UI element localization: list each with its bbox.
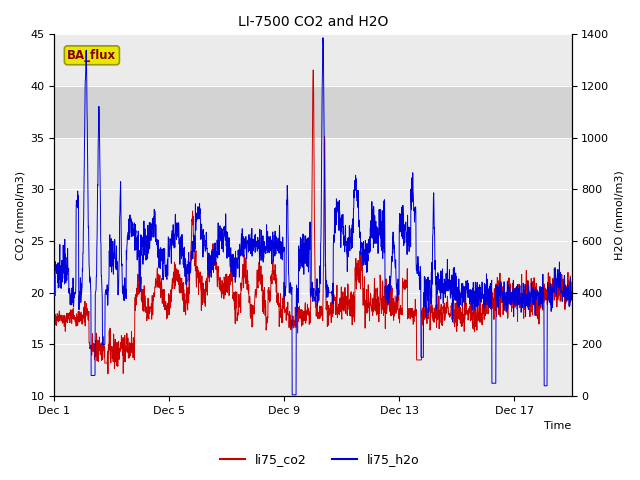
Title: LI-7500 CO2 and H2O: LI-7500 CO2 and H2O [238,15,388,29]
Y-axis label: H2O (mmol/m3): H2O (mmol/m3) [615,170,625,260]
Legend: li75_co2, li75_h2o: li75_co2, li75_h2o [215,448,425,471]
Text: BA_flux: BA_flux [67,49,116,62]
X-axis label: Time: Time [545,421,572,432]
Bar [54,86,572,138]
Y-axis label: CO2 (mmol/m3): CO2 (mmol/m3) [15,171,25,260]
